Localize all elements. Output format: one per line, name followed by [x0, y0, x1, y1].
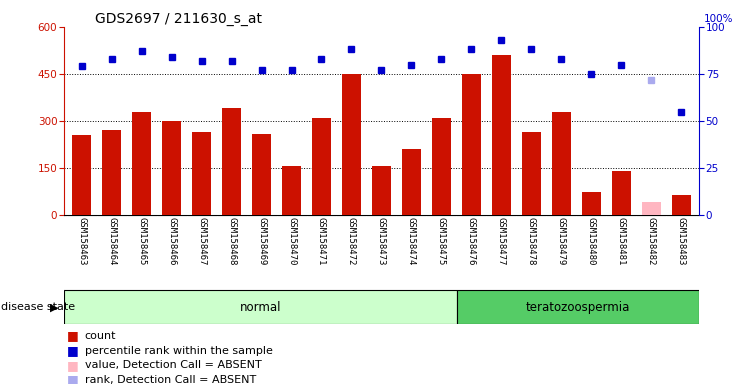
Text: GSM158474: GSM158474	[407, 217, 416, 266]
Text: GSM158465: GSM158465	[137, 217, 146, 266]
Bar	[252, 134, 272, 215]
Text: GSM158482: GSM158482	[647, 217, 656, 266]
Bar	[582, 192, 601, 215]
Text: GSM158466: GSM158466	[167, 217, 176, 266]
Bar	[221, 108, 242, 215]
Text: GSM158475: GSM158475	[437, 217, 446, 266]
Bar	[457, 290, 699, 324]
Bar	[612, 171, 631, 215]
Text: GSM158468: GSM158468	[227, 217, 236, 266]
Bar	[402, 149, 421, 215]
Text: GSM158483: GSM158483	[677, 217, 686, 266]
Text: GSM158464: GSM158464	[107, 217, 116, 266]
Text: ■: ■	[67, 344, 79, 357]
Bar	[372, 166, 391, 215]
Bar	[72, 135, 91, 215]
Text: percentile rank within the sample: percentile rank within the sample	[85, 346, 272, 356]
Bar	[64, 290, 457, 324]
Text: GSM158481: GSM158481	[617, 217, 626, 266]
Text: teratozoospermia: teratozoospermia	[526, 301, 631, 314]
Text: normal: normal	[239, 301, 281, 314]
Bar	[521, 132, 542, 215]
Bar	[282, 166, 301, 215]
Text: GSM158467: GSM158467	[197, 217, 206, 266]
Text: ■: ■	[67, 359, 79, 372]
Text: GSM158471: GSM158471	[317, 217, 326, 266]
Text: GSM158473: GSM158473	[377, 217, 386, 266]
Text: count: count	[85, 331, 116, 341]
Text: GSM158469: GSM158469	[257, 217, 266, 266]
Text: rank, Detection Call = ABSENT: rank, Detection Call = ABSENT	[85, 375, 256, 384]
Bar	[342, 74, 361, 215]
Text: disease state: disease state	[1, 302, 75, 312]
Text: ■: ■	[67, 329, 79, 343]
Text: GSM158476: GSM158476	[467, 217, 476, 266]
Bar	[462, 74, 481, 215]
Bar	[491, 55, 511, 215]
Text: GSM158479: GSM158479	[557, 217, 566, 266]
Text: ▶: ▶	[50, 302, 59, 312]
Bar	[312, 118, 331, 215]
Bar	[191, 132, 211, 215]
Bar	[672, 195, 691, 215]
Text: GSM158477: GSM158477	[497, 217, 506, 266]
Text: 100%: 100%	[704, 14, 733, 24]
Text: GSM158470: GSM158470	[287, 217, 296, 266]
Bar	[642, 202, 661, 215]
Text: GSM158480: GSM158480	[587, 217, 596, 266]
Text: GSM158463: GSM158463	[77, 217, 86, 266]
Text: GSM158472: GSM158472	[347, 217, 356, 266]
Text: value, Detection Call = ABSENT: value, Detection Call = ABSENT	[85, 360, 261, 370]
Bar	[552, 112, 571, 215]
Text: ■: ■	[67, 373, 79, 384]
Bar	[102, 131, 121, 215]
Bar	[432, 118, 451, 215]
Bar	[132, 112, 151, 215]
Text: GDS2697 / 211630_s_at: GDS2697 / 211630_s_at	[96, 12, 263, 26]
Text: GSM158478: GSM158478	[527, 217, 536, 266]
Bar	[162, 121, 181, 215]
